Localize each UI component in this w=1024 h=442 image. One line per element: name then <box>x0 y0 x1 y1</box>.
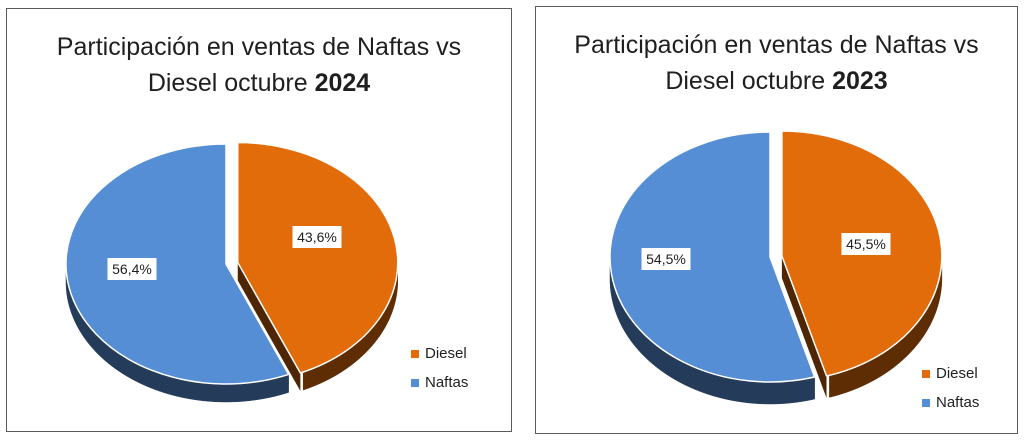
legend-label-diesel: Diesel <box>936 365 978 382</box>
data-label-diesel: 45,5% <box>846 236 886 252</box>
pie-chart-2024: 43,6% 56,4% <box>65 141 399 403</box>
legend-label-naftas: Naftas <box>936 394 980 411</box>
data-label-box-diesel <box>841 233 891 255</box>
title-line2-prefix: Diesel octubre <box>665 67 833 95</box>
data-label-box-diesel <box>292 226 342 248</box>
title-year: 2024 <box>314 69 371 97</box>
legend-label-naftas: Naftas <box>425 374 469 391</box>
legend-item-diesel: Diesel <box>922 359 979 388</box>
data-label-box-naftas <box>107 258 157 280</box>
legend-swatch-diesel <box>411 349 419 358</box>
pie-chart-2023: 45,5% 54,5% <box>609 130 943 405</box>
legend-label-diesel: Diesel <box>425 345 467 362</box>
legend-swatch-diesel <box>922 369 930 378</box>
pie-slice-diesel <box>237 141 399 374</box>
legend-swatch-naftas <box>411 378 419 387</box>
title-line1: Participación en ventas de Naftas vs <box>574 31 979 59</box>
chart-panel-2023: Participación en ventas de Naftas vs Die… <box>535 6 1018 434</box>
pie-slice-naftas <box>609 131 816 383</box>
title-line2-prefix: Diesel octubre <box>147 69 315 97</box>
chart-title: Participación en ventas de Naftas vs Die… <box>7 29 511 101</box>
data-label-diesel: 43,6% <box>297 229 337 245</box>
data-label-naftas: 56,4% <box>112 261 152 277</box>
title-year: 2023 <box>832 67 888 95</box>
chart-panel-2024: Participación en ventas de Naftas vs Die… <box>6 8 512 432</box>
chart-title: Participación en ventas de Naftas vs Die… <box>536 27 1017 99</box>
title-line1: Participación en ventas de Naftas vs <box>56 33 462 61</box>
pie-slice-naftas <box>65 143 290 385</box>
legend: Diesel Naftas <box>922 359 979 417</box>
pie-cut-face-diesel <box>237 262 301 391</box>
legend-item-naftas: Naftas <box>922 388 979 417</box>
pie-cut-face-diesel <box>781 255 827 399</box>
legend-item-diesel: Diesel <box>411 339 468 368</box>
legend-item-naftas: Naftas <box>411 368 468 397</box>
legend-swatch-naftas <box>922 398 930 407</box>
data-label-box-naftas <box>641 248 691 270</box>
data-label-naftas: 54,5% <box>646 251 686 267</box>
legend: Diesel Naftas <box>411 339 468 397</box>
